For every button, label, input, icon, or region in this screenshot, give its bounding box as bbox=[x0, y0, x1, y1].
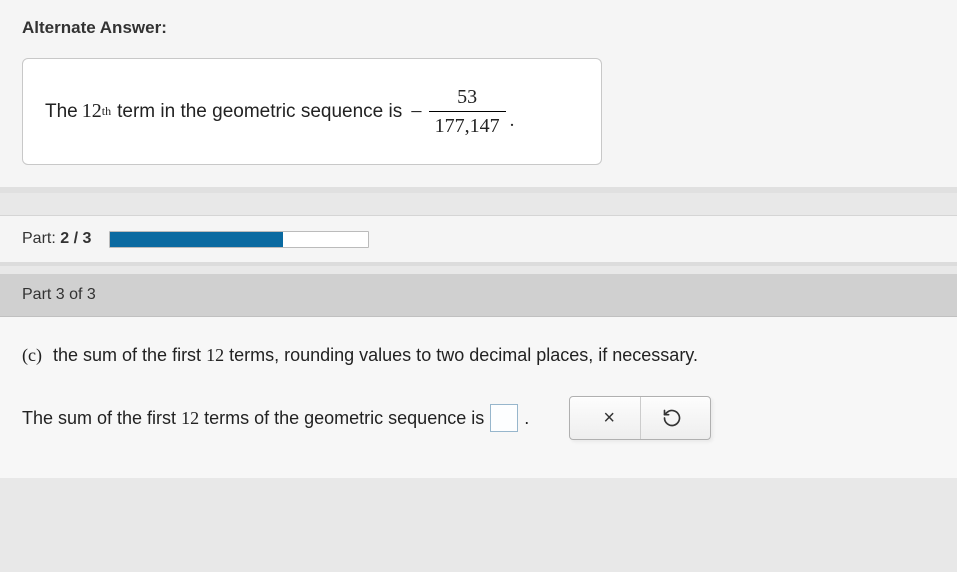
alternate-answer-heading: Alternate Answer: bbox=[22, 18, 935, 38]
part3-answer-line: The sum of the first 12 terms of the geo… bbox=[22, 396, 935, 440]
answer-input[interactable] bbox=[490, 404, 518, 432]
aa-term-number: 12 bbox=[82, 100, 102, 123]
part3-a-before: The sum of the first bbox=[22, 408, 176, 429]
progress-label: Part: 2 / 3 bbox=[22, 230, 91, 248]
part3-a-after: terms of the geometric sequence is bbox=[204, 408, 484, 429]
part3-question: (c) the sum of the first 12 terms, round… bbox=[22, 345, 935, 366]
part3-a-num: 12 bbox=[181, 408, 199, 429]
progress-bar bbox=[109, 231, 369, 248]
part3-a-period: . bbox=[524, 408, 529, 429]
aa-fraction: 53 177,147 bbox=[429, 85, 506, 138]
aa-numerator: 53 bbox=[451, 85, 483, 111]
part3-q-num: 12 bbox=[206, 345, 224, 365]
aa-period: . bbox=[510, 110, 515, 132]
progress-current: 2 bbox=[60, 230, 69, 247]
aa-mid-text: term in the geometric sequence is bbox=[117, 101, 402, 123]
aa-ordinal-suffix: th bbox=[102, 104, 111, 119]
part3-q-after: terms, rounding values to two decimal pl… bbox=[229, 345, 698, 365]
clear-button[interactable]: × bbox=[578, 397, 640, 439]
undo-icon bbox=[662, 408, 682, 428]
progress-prefix: Part: bbox=[22, 230, 56, 247]
part3-header: Part 3 of 3 bbox=[0, 274, 957, 317]
part3-q-before: the sum of the first bbox=[53, 345, 201, 365]
part3-q-label: (c) bbox=[22, 345, 42, 365]
progress-sep: / bbox=[74, 230, 78, 247]
part3-section: Part 3 of 3 (c) the sum of the first 12 … bbox=[0, 274, 957, 478]
action-panel: × bbox=[569, 396, 711, 440]
aa-prefix: The bbox=[45, 101, 78, 123]
alternate-answer-box: The 12 th term in the geometric sequence… bbox=[22, 58, 602, 165]
alternate-answer-section: Alternate Answer: The 12 th term in the … bbox=[0, 0, 957, 193]
aa-fraction-wrap: − 53 177,147 . bbox=[410, 85, 514, 138]
part3-body: (c) the sum of the first 12 terms, round… bbox=[0, 317, 957, 478]
aa-minus-sign: − bbox=[410, 99, 422, 125]
progress-section: Part: 2 / 3 bbox=[0, 215, 957, 266]
reset-button[interactable] bbox=[640, 397, 702, 439]
x-icon: × bbox=[603, 407, 615, 430]
progress-fill bbox=[110, 232, 282, 247]
aa-denominator: 177,147 bbox=[429, 111, 506, 138]
progress-total: 3 bbox=[83, 230, 92, 247]
